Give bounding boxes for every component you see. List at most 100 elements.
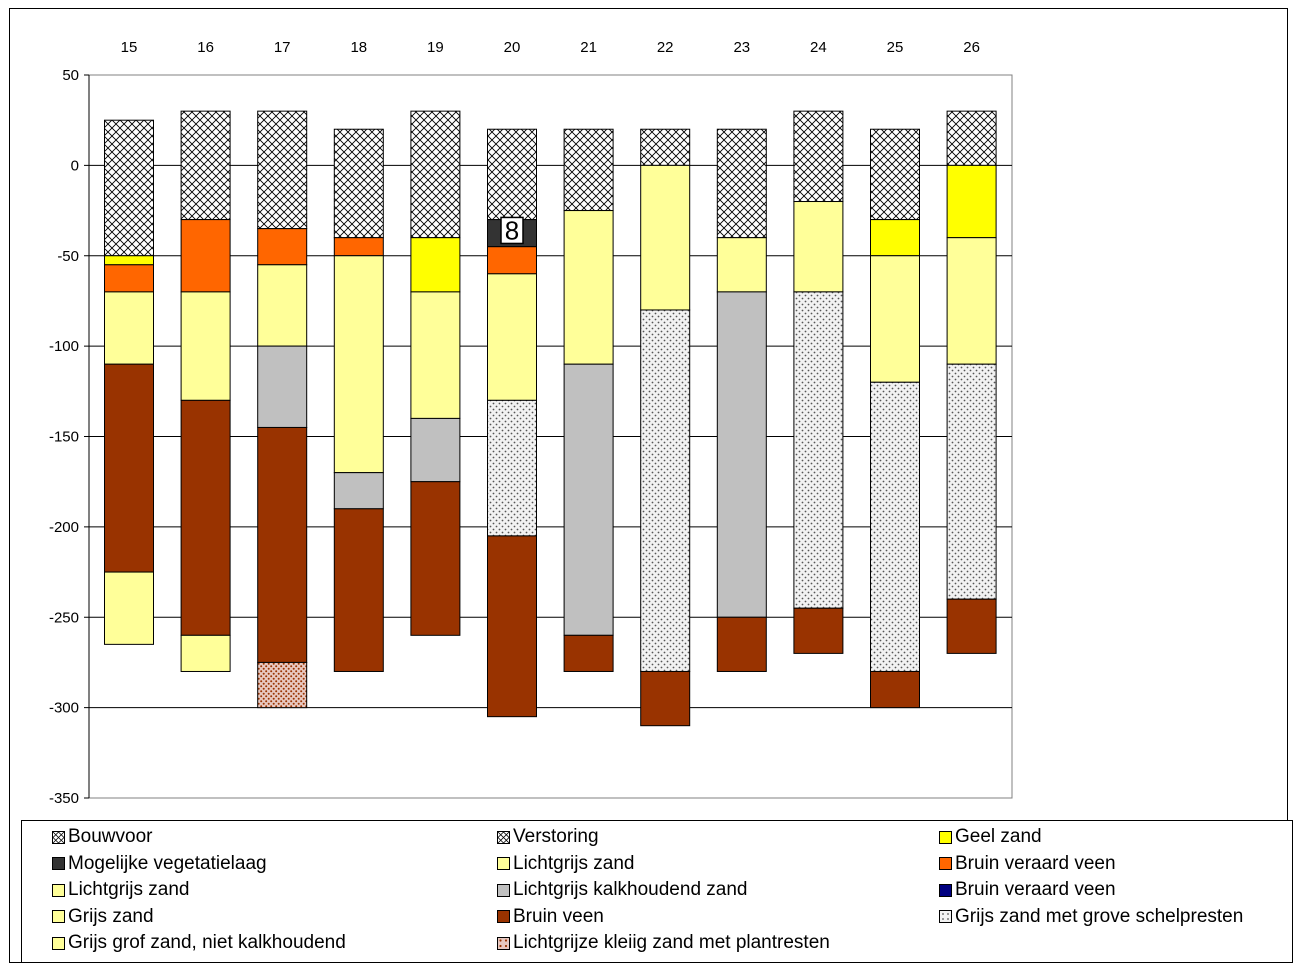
x-axis-labels: 15 16 17 18 19 20 21 22 23 24 25 26 <box>121 39 980 56</box>
x-tick-label: 24 <box>810 39 827 56</box>
legend-item-geel-zand: Geel zand <box>939 825 1042 849</box>
bar-segment-lichtgrijs-klei <box>257 661 308 709</box>
y-tick-label: 50 <box>62 67 79 84</box>
legend: Bouwvoor Verstoring Geel zand Mogelijke veg… <box>21 820 1293 963</box>
legend-label: Grijs zand met grove schelpresten <box>955 905 1244 927</box>
y-tick-label: -250 <box>49 609 79 626</box>
legend-label: Lichtgrijs zand <box>513 852 635 874</box>
legend-item-lichtgrijs-zand-a: Lichtgrijs zand <box>497 852 634 876</box>
annotations: 8 <box>500 215 524 245</box>
legend-label: Bruin veen <box>513 905 604 927</box>
bar-column-24 <box>793 110 844 654</box>
y-tick-label: -100 <box>49 338 79 355</box>
bar-segment-bruin-veraard-veen-a <box>487 246 537 275</box>
legend-label: Bruin veraard veen <box>955 852 1116 874</box>
bar-segment-bruin-veraard-veen-a <box>257 228 308 266</box>
y-tick-label: -200 <box>49 519 79 536</box>
bar-segment-grijs-zand <box>180 634 231 672</box>
x-tick-label: 23 <box>733 39 750 56</box>
bar-segment-lichtgrijs-kalk <box>333 472 384 510</box>
legend-label: Grijs grof zand, niet kalkhoudend <box>68 932 346 953</box>
bar-column-20 <box>487 128 537 718</box>
x-tick-label: 19 <box>427 39 444 56</box>
legend-swatch <box>939 857 952 870</box>
bar-segment-lichtgrijs-zand-b <box>257 264 308 347</box>
legend-label: Grijs zand <box>68 905 154 927</box>
annotation-box <box>500 216 524 245</box>
bar-column-18 <box>333 128 384 672</box>
bar-segment-verstoring <box>487 128 537 221</box>
bar-segment-lichtgrijs-kalk <box>716 291 767 618</box>
bar-column-21 <box>563 128 614 672</box>
bar-segment-bouwvoor <box>870 128 920 221</box>
legend-swatch <box>939 883 952 897</box>
legend-swatch <box>52 910 65 923</box>
x-tick-label: 15 <box>121 39 138 56</box>
legend-item-bruin-veraard-veen-a: Bruin veraard veen <box>939 852 1116 876</box>
legend-item-lichtgrijs-klei: Lichtgrijze kleiig zand met plantresten <box>497 931 830 955</box>
bar-column-19 <box>410 110 461 636</box>
bar-segment-bouwvoor <box>946 110 997 166</box>
bar-segment-lichtgrijs-zand-b <box>333 255 384 474</box>
legend-swatch <box>497 883 510 897</box>
legend-label: Verstoring <box>513 826 599 847</box>
bar-segment-bouwvoor <box>180 110 231 221</box>
legend-item-verstoring: Verstoring <box>497 825 599 849</box>
bar-segment-bouwvoor <box>563 128 614 212</box>
x-tick-label: 17 <box>274 39 291 56</box>
legend-item-bruin-veraard-veen-b: Bruin veraard veen <box>939 878 1116 902</box>
bar-segment-geel-zand <box>946 164 997 239</box>
legend-swatch <box>939 910 952 923</box>
bar-column-17 <box>257 110 308 709</box>
bar-column-23 <box>716 128 767 672</box>
legend-swatch <box>52 883 65 897</box>
bar-segment-bruin-veen <box>793 607 844 654</box>
bar-column-25 <box>870 128 920 709</box>
bar-segment-bouwvoor <box>410 110 461 239</box>
bar-segment-lichtgrijs-zand-b <box>104 291 154 365</box>
bar-segment-bruin-veen <box>716 616 767 672</box>
bar-segment-bouwvoor <box>333 128 384 239</box>
legend-item-grijs-schelp: Grijs zand met grove schelpresten <box>939 905 1243 929</box>
legend-label: Lichtgrijs kalkhoudend zand <box>513 879 748 900</box>
annotation-label: 8 <box>500 215 524 245</box>
legend-label: Mogelijke vegetatielaag <box>68 852 267 874</box>
bar-segment-lichtgrijs-zand-b <box>870 255 920 383</box>
bar-segment-bruin-veraard-veen-a <box>104 264 154 293</box>
bar-segment-bruin-veen <box>870 670 920 709</box>
bar-segment-bouwvoor <box>257 110 308 230</box>
bar-segment-grijs-schelp <box>946 363 997 600</box>
bar-segment-lichtgrijs-kalk <box>410 417 461 483</box>
bar-segment-grijs-zand <box>104 571 154 645</box>
y-tick-label: -50 <box>57 248 79 265</box>
bar-segment-lichtgrijs-zand-b <box>487 273 537 401</box>
bar-segment-grijs-schelp <box>870 381 920 672</box>
bar-segment-lichtgrijs-kalk <box>563 363 614 636</box>
legend-swatch <box>52 936 65 950</box>
x-tick-label: 16 <box>197 39 214 56</box>
legend-swatch <box>497 936 510 950</box>
annotation-text: 8 <box>505 215 519 245</box>
bar-segment-grijs-schelp <box>487 399 537 537</box>
bar-segment-grijs-schelp <box>640 309 691 672</box>
legend-swatch <box>497 857 510 870</box>
bar-segment-lichtgrijs-zand-b <box>946 237 997 365</box>
legend-item-lichtgrijs-zand-b: Lichtgrijs zand <box>52 878 189 902</box>
legend-label: Bouwvoor <box>68 826 153 847</box>
bar-segment-geel-zand <box>870 219 920 257</box>
bar-segment-bruin-veen <box>333 508 384 672</box>
legend-swatch <box>497 830 510 844</box>
legend-item-grijs-grof: Grijs grof zand, niet kalkhoudend <box>52 931 346 955</box>
y-tick-label: -300 <box>49 700 79 717</box>
stacked-bar-chart: 500-50-100-150-200-250-300-350 15 16 17 18 1… <box>49 39 1013 807</box>
bar-segment-bouwvoor <box>104 119 154 257</box>
bar-column-26 <box>946 110 997 654</box>
bar-segment-lichtgrijs-zand-b <box>716 237 767 293</box>
y-tick-label: -150 <box>49 429 79 446</box>
bar-segment-bouwvoor <box>793 110 844 203</box>
x-tick-label: 25 <box>887 39 904 56</box>
bar-segment-bruin-veen <box>487 535 537 718</box>
legend-swatch <box>497 910 510 923</box>
x-tick-label: 22 <box>657 39 674 56</box>
bar-segment-lichtgrijs-zand-b <box>563 210 614 365</box>
